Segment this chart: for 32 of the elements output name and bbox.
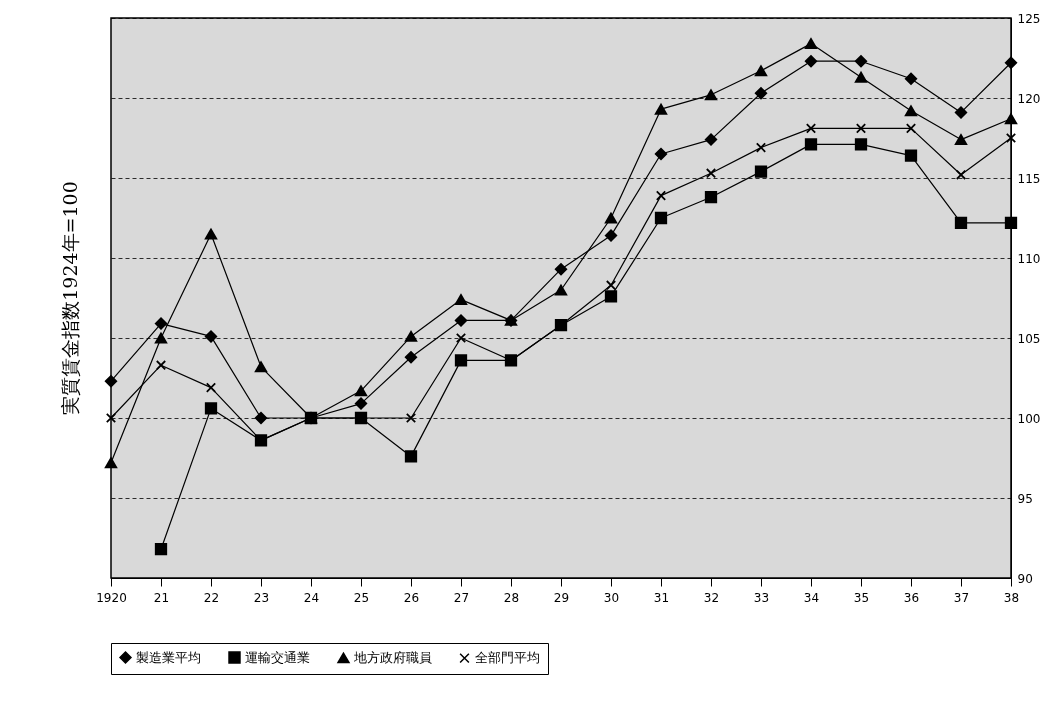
legend-label: 地方政府職員 bbox=[353, 649, 432, 665]
y-tick-label: 105 bbox=[1017, 331, 1041, 346]
x-tick-label: 28 bbox=[503, 590, 520, 605]
x-tick-label: 38 bbox=[1003, 590, 1020, 605]
y-tick-label: 115 bbox=[1017, 171, 1041, 186]
legend-label: 製造業平均 bbox=[136, 649, 201, 665]
x-tick-label: 27 bbox=[453, 590, 470, 605]
y-tick-label: 100 bbox=[1017, 411, 1041, 426]
x-tick-label: 32 bbox=[703, 590, 720, 605]
x-tick-label: 34 bbox=[803, 590, 820, 605]
y-axis-title: 実質賃金指数1924年=100 bbox=[59, 181, 81, 415]
x-tick-label: 37 bbox=[953, 590, 970, 605]
x-tick-label: 26 bbox=[403, 590, 420, 605]
y-tick-label: 110 bbox=[1017, 251, 1041, 266]
x-tick-label: 1920 bbox=[96, 590, 127, 605]
y-tick-label: 120 bbox=[1017, 91, 1041, 106]
y-tick-label: 90 bbox=[1017, 571, 1033, 586]
y-tick-label: 125 bbox=[1017, 11, 1041, 26]
x-tick-label: 22 bbox=[203, 590, 220, 605]
x-tick-label: 23 bbox=[253, 590, 270, 605]
x-tick-label: 30 bbox=[603, 590, 620, 605]
x-tick-label: 31 bbox=[653, 590, 670, 605]
x-tick-label: 36 bbox=[903, 590, 920, 605]
legend-label: 全部門平均 bbox=[475, 650, 540, 666]
y-tick-label: 95 bbox=[1017, 491, 1033, 506]
x-tick-label: 29 bbox=[553, 590, 570, 605]
x-tick-label: 25 bbox=[353, 590, 370, 605]
x-tick-label: 24 bbox=[303, 590, 320, 605]
x-tick-label: 21 bbox=[153, 590, 170, 605]
x-tick-label: 35 bbox=[853, 590, 870, 605]
x-tick-label: 33 bbox=[753, 590, 770, 605]
legend-label: 運輸交通業 bbox=[245, 649, 310, 665]
